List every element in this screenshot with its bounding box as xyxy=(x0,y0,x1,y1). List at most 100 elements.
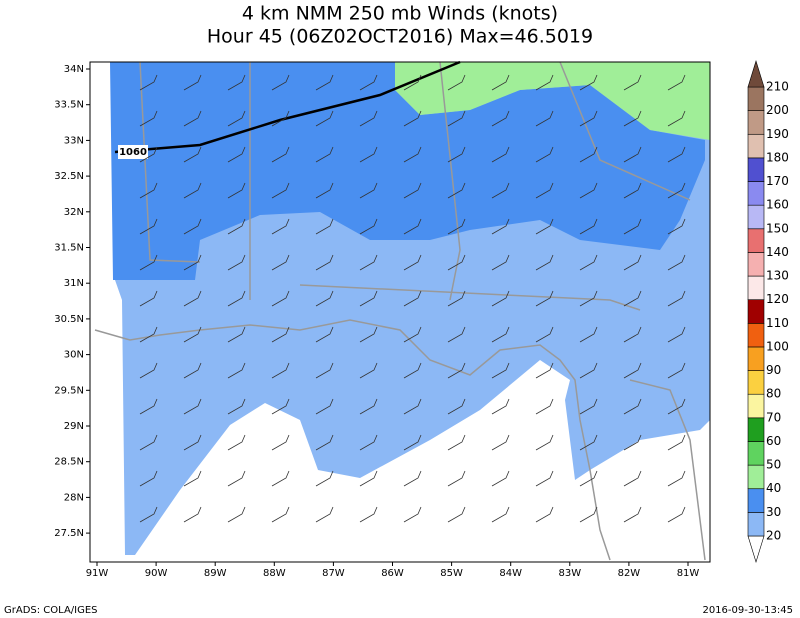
wind-barb xyxy=(271,110,290,127)
wind-barb xyxy=(491,254,510,271)
wind-barb xyxy=(359,434,378,451)
wind-barb xyxy=(183,218,202,235)
wind-barb xyxy=(579,470,598,487)
lon-label: 90W xyxy=(145,568,168,579)
colorbar-label: 20 xyxy=(766,529,781,543)
wind-barb xyxy=(227,326,246,343)
lat-label: 33N xyxy=(64,135,84,146)
wind-barb xyxy=(491,146,510,163)
wind-barb xyxy=(447,326,466,343)
colorbar-box xyxy=(747,512,765,537)
colorbar-label: 60 xyxy=(766,434,781,448)
wind-barb xyxy=(183,146,202,163)
wind-barb xyxy=(183,182,202,199)
colorbar-box xyxy=(747,441,765,466)
wind-barb xyxy=(667,470,686,487)
wind-barb xyxy=(667,506,686,523)
wind-barb xyxy=(447,146,466,163)
wind-barb xyxy=(447,74,466,91)
wind-barb xyxy=(667,290,686,307)
colorbar-low xyxy=(747,535,765,564)
wind-barb xyxy=(183,506,202,523)
wind-barb xyxy=(667,398,686,415)
footer-left: GrADS: COLA/IGES xyxy=(4,605,98,616)
wind-barb xyxy=(535,506,554,523)
wind-barb xyxy=(535,254,554,271)
wind-barb xyxy=(447,290,466,307)
wind-barb xyxy=(139,326,158,343)
wind-barb xyxy=(535,146,554,163)
wind-barb xyxy=(359,290,378,307)
wind-barb xyxy=(667,218,686,235)
colorbar-box xyxy=(747,488,765,513)
colorbar-label: 100 xyxy=(766,339,789,353)
wind-barb xyxy=(183,434,202,451)
wind-barb xyxy=(139,398,158,415)
lat-label: 29N xyxy=(64,421,84,432)
wind-barb xyxy=(623,182,642,199)
wind-barb xyxy=(403,146,422,163)
wind-barb xyxy=(447,434,466,451)
wind-barb xyxy=(403,290,422,307)
wind-barb xyxy=(227,254,246,271)
contour-label: 1060 xyxy=(119,147,147,158)
colorbar-label: 130 xyxy=(766,269,789,283)
wind-barb xyxy=(579,290,598,307)
wind-barb xyxy=(403,362,422,379)
wind-barb xyxy=(535,218,554,235)
wind-barb xyxy=(491,362,510,379)
wind-barb xyxy=(227,470,246,487)
wind-barb xyxy=(535,470,554,487)
wind-barb xyxy=(579,326,598,343)
wind-barb xyxy=(403,326,422,343)
wind-barb xyxy=(667,110,686,127)
wind-barb xyxy=(315,218,334,235)
colorbar-label: 110 xyxy=(766,316,789,330)
wind-barb xyxy=(227,434,246,451)
wind-barb xyxy=(271,398,290,415)
lat-label: 31N xyxy=(64,278,84,289)
wind-barb xyxy=(535,434,554,451)
lat-label: 32N xyxy=(64,207,84,218)
wind-barb xyxy=(271,146,290,163)
colorbar-box xyxy=(747,157,765,182)
colorbar-box xyxy=(747,275,765,300)
wind-barb xyxy=(667,74,686,91)
colorbar-box xyxy=(747,323,765,348)
wind-barb xyxy=(491,434,510,451)
wind-barb xyxy=(447,182,466,199)
wind-barb xyxy=(667,146,686,163)
wind-barb xyxy=(403,398,422,415)
wind-barb xyxy=(667,254,686,271)
colorbar-label: 80 xyxy=(766,387,781,401)
wind-barb xyxy=(315,506,334,523)
wind-barb xyxy=(667,182,686,199)
wind-barb xyxy=(271,182,290,199)
wind-barb xyxy=(271,470,290,487)
wind-barb xyxy=(579,218,598,235)
wind-barb xyxy=(403,218,422,235)
green-field xyxy=(395,62,710,140)
wind-barb xyxy=(359,326,378,343)
wind-barb xyxy=(491,470,510,487)
colorbar-box xyxy=(747,133,765,159)
wind-barb xyxy=(579,182,598,199)
wind-barb xyxy=(359,506,378,523)
wind-barb xyxy=(271,506,290,523)
wind-barb xyxy=(447,506,466,523)
dark-blue-field xyxy=(100,62,705,280)
lon-label: 81W xyxy=(677,568,700,579)
lat-label: 31.5N xyxy=(54,243,84,254)
wind-barb xyxy=(535,398,554,415)
wind-barb xyxy=(183,254,202,271)
wind-barb xyxy=(183,290,202,307)
lat-label: 34N xyxy=(64,64,84,75)
borders xyxy=(94,61,706,561)
wind-barb xyxy=(139,506,158,523)
wind-barb xyxy=(315,398,334,415)
wind-barb xyxy=(579,110,598,127)
lon-label: 83W xyxy=(558,568,581,579)
colorbar-box xyxy=(747,86,765,111)
wind-barb xyxy=(403,254,422,271)
lon-label: 84W xyxy=(499,568,522,579)
